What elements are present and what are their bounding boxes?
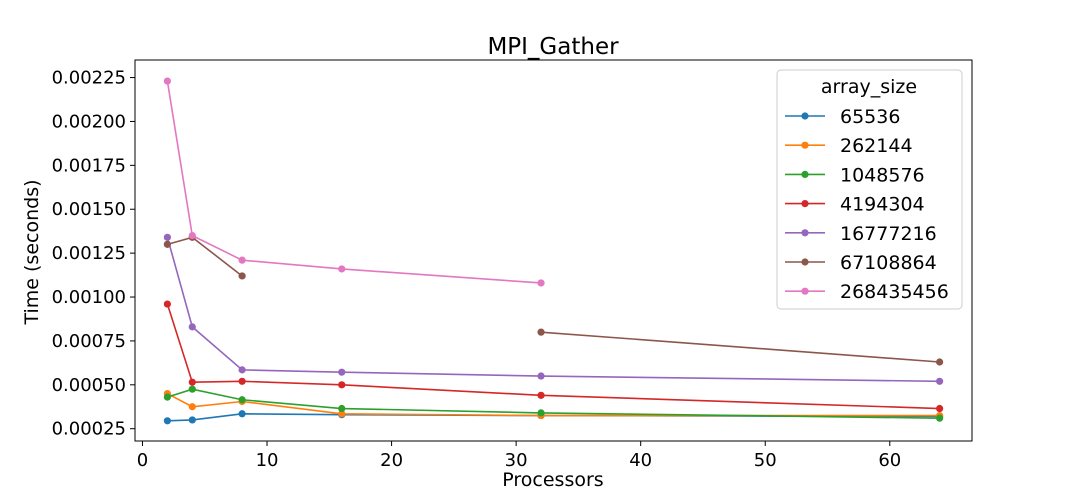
data-point-67108864 [537, 328, 545, 336]
data-point-4194304 [238, 377, 246, 385]
data-point-1048576 [163, 393, 171, 401]
legend-label-1048576: 1048576 [840, 164, 925, 186]
legend-label-65536: 65536 [840, 106, 900, 128]
data-point-1048576 [537, 409, 545, 417]
legend-label-4194304: 4194304 [840, 194, 925, 216]
data-point-262144 [188, 403, 196, 411]
chart-title: MPI_Gather [487, 34, 619, 60]
data-point-67108864 [238, 272, 246, 280]
data-point-268435456 [163, 77, 171, 85]
data-point-16777216 [537, 372, 545, 380]
series-line-1048576 [167, 388, 940, 419]
data-point-1048576 [338, 404, 346, 413]
series-line-4194304 [166, 303, 940, 410]
y-tick-label: 0.00175 [52, 155, 126, 176]
data-point-16777216 [936, 377, 944, 385]
legend-marker-67108864 [801, 258, 809, 266]
x-tick-label: 50 [754, 450, 777, 471]
legend-label-268435456: 268435456 [840, 281, 949, 303]
x-tick-label: 30 [505, 450, 528, 471]
data-point-268435456 [537, 279, 545, 287]
legend-label-67108864: 67108864 [840, 252, 937, 274]
data-point-16777216 [163, 233, 171, 241]
legend-marker-1048576 [801, 170, 809, 178]
legend-marker-268435456 [801, 287, 809, 295]
data-point-4194304 [537, 391, 545, 399]
y-tick-label: 0.00050 [52, 375, 126, 396]
legend-marker-262144 [801, 141, 809, 149]
data-point-4194304 [338, 381, 346, 389]
data-point-67108864 [936, 358, 944, 366]
data-point-1048576 [936, 414, 944, 422]
y-tick-label: 0.00225 [52, 68, 126, 89]
series-line-262144 [167, 392, 940, 417]
series-line-67108864 [540, 331, 940, 363]
legend-title: array_size [821, 76, 917, 98]
data-point-4194304 [936, 404, 944, 413]
x-tick-label: 0 [137, 450, 148, 471]
x-tick-label: 60 [878, 450, 901, 471]
series-line-67108864 [167, 236, 243, 277]
x-tick-label: 40 [629, 450, 652, 471]
data-point-268435456 [338, 265, 346, 273]
y-tick-label: 0.00150 [52, 199, 126, 220]
data-point-16777216 [338, 368, 346, 376]
plot-frame [134, 59, 973, 442]
y-tick-label: 0.00100 [52, 287, 126, 308]
data-point-262144 [338, 410, 346, 418]
data-point-67108864 [163, 240, 171, 248]
x-tick-label: 10 [256, 450, 279, 471]
data-point-16777216 [188, 323, 196, 331]
legend-frame [776, 69, 963, 310]
y-tick-label: 0.00200 [52, 111, 126, 132]
data-point-65536 [188, 416, 196, 424]
data-point-268435456 [188, 231, 196, 240]
data-point-65536 [163, 417, 171, 425]
y-axis-label: Time (seconds) [21, 179, 43, 325]
y-tick-label: 0.00125 [52, 243, 126, 264]
legend-label-262144: 262144 [840, 135, 913, 157]
data-point-1048576 [188, 385, 196, 393]
series-line-268435456 [166, 80, 542, 284]
y-tick-label: 0.00075 [52, 331, 126, 352]
legend: array_size 65536 262144 1048576 4194304 16777… [776, 69, 963, 310]
x-tick-label: 20 [380, 450, 403, 471]
legend-marker-4194304 [801, 200, 809, 208]
legend-marker-16777216 [801, 229, 809, 237]
data-point-268435456 [238, 256, 246, 264]
legend-label-16777216: 16777216 [840, 223, 937, 245]
data-point-16777216 [238, 366, 246, 374]
data-point-1048576 [238, 396, 246, 404]
data-point-4194304 [163, 300, 171, 308]
x-axis-label: Processors [502, 469, 603, 491]
legend-marker-65536 [801, 112, 809, 120]
data-point-65536 [238, 410, 246, 418]
series-line-16777216 [166, 237, 940, 383]
y-tick-label: 0.00025 [52, 419, 126, 440]
data-point-4194304 [188, 378, 196, 386]
